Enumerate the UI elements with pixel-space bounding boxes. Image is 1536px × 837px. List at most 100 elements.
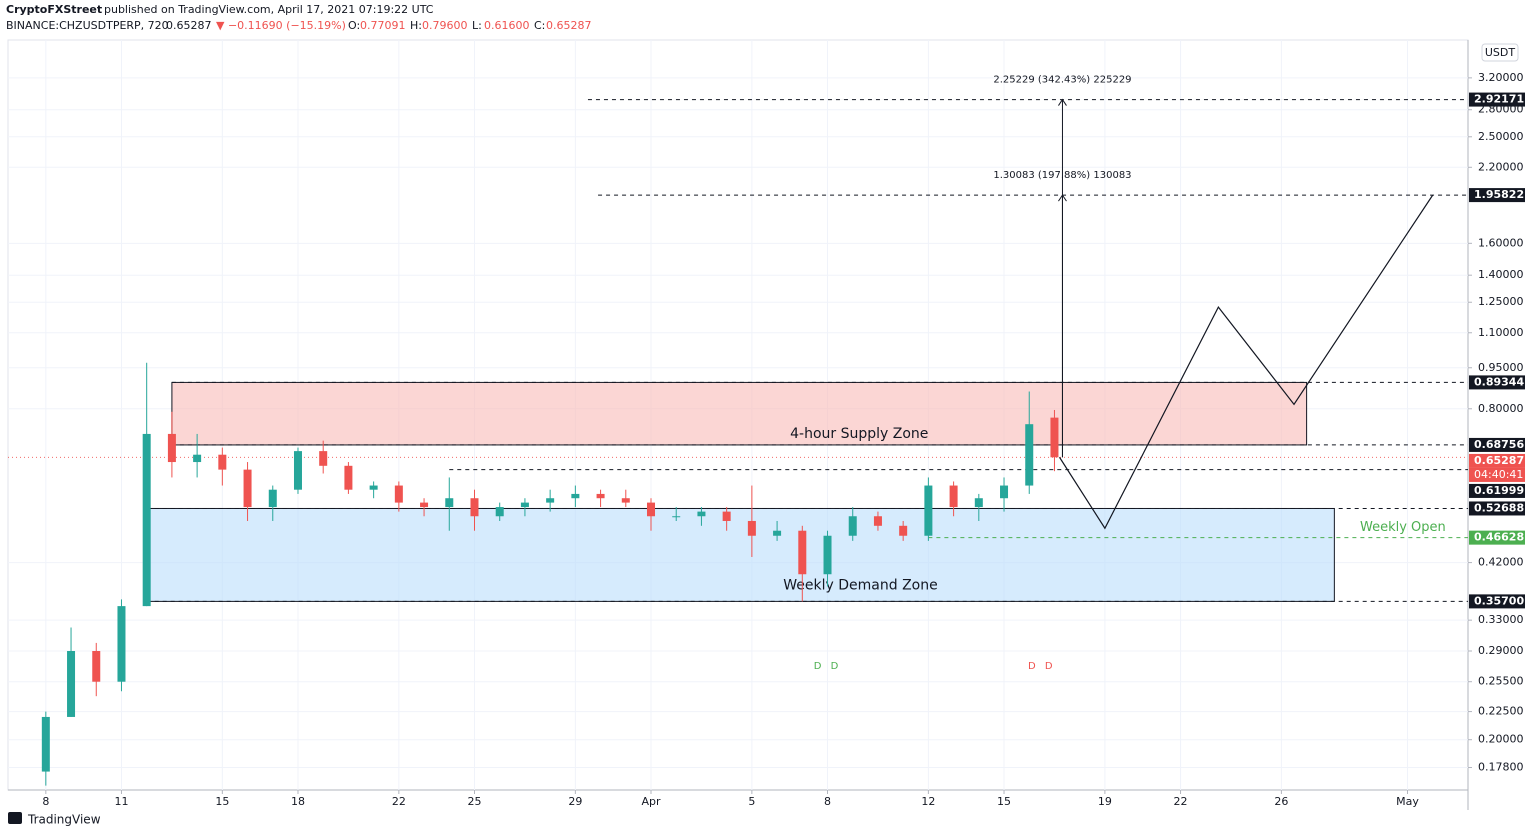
candle-body: [672, 516, 681, 518]
level-label: 1.95822: [1474, 188, 1524, 201]
candle-body: [193, 454, 202, 463]
x-tick-label: 12: [921, 795, 935, 808]
candle-body: [1050, 417, 1059, 458]
x-tick-label: 8: [42, 795, 49, 808]
candle-body: [823, 535, 832, 575]
ohlc-key: L:: [472, 19, 482, 32]
y-tick-label: 3.20000: [1478, 71, 1524, 84]
y-tick-label: 1.40000: [1478, 268, 1524, 281]
y-tick-label: 0.25500: [1478, 675, 1524, 688]
level-label-box: [1469, 453, 1525, 468]
zone: [171, 381, 1308, 446]
brand-logo: [8, 812, 22, 824]
level-label-box: [1469, 375, 1525, 390]
candle-body: [445, 498, 454, 508]
projection: [1058, 194, 1434, 530]
candle-body: [117, 606, 126, 682]
level-label: 0.61999: [1474, 484, 1524, 497]
level-label: 0.35700: [1474, 594, 1524, 607]
candle-body: [647, 502, 656, 517]
zone-label: 4-hour Supply Zone: [790, 426, 928, 442]
candle-body: [974, 498, 983, 508]
level-label-box: [1469, 188, 1525, 203]
level-label-box: [1469, 437, 1525, 452]
candle-body: [167, 433, 176, 463]
level-label-box: [1469, 483, 1525, 498]
candle-body: [571, 493, 580, 499]
level-label-box: [1469, 530, 1525, 545]
countdown: 04:40:41: [1474, 468, 1523, 481]
zone: [146, 507, 1335, 602]
candle-body: [520, 502, 529, 508]
x-tick-label: 15: [215, 795, 229, 808]
signal: D D: [814, 661, 842, 672]
candle-body: [92, 651, 101, 682]
level-label-box: [1469, 501, 1525, 516]
y-tick-label: 1.25000: [1478, 295, 1524, 308]
published: published on TradingView.com, April 17, …: [104, 3, 434, 16]
ohlc-value: 0.61600: [484, 19, 530, 32]
candle-body: [369, 485, 378, 490]
candle-body: [268, 489, 277, 508]
countdown-box: [1469, 467, 1525, 482]
candle-body: [798, 530, 807, 575]
brand: TradingView: [27, 813, 101, 827]
candle-body: [924, 485, 933, 536]
weekly-open: Weekly Open: [1360, 520, 1446, 535]
measure-arrow: [1058, 98, 1067, 106]
level-label: 0.46628: [1474, 531, 1524, 544]
ohlc-key: H:: [410, 19, 422, 32]
x-tick-label: May: [1396, 795, 1419, 808]
signal: D D: [1028, 661, 1056, 672]
candle-body: [344, 465, 353, 490]
candle-body: [546, 498, 555, 503]
candle-body: [67, 651, 76, 717]
zone-label: Weekly Demand Zone: [783, 577, 937, 593]
ohlc-value: 0.79600: [422, 19, 468, 32]
x-tick-label: 11: [114, 795, 128, 808]
candle-body: [41, 716, 50, 772]
y-tick-label: 0.17800: [1478, 761, 1524, 774]
measure-label: 2.25229 (342.43%) 225229: [993, 75, 1131, 86]
candle-body: [218, 454, 227, 470]
y-tick-label: 0.29000: [1478, 644, 1524, 657]
candle-body: [420, 502, 429, 508]
candle-body: [747, 520, 756, 536]
candle-body: [949, 485, 958, 508]
y-tick-label: 0.95000: [1478, 361, 1524, 374]
candle-body: [873, 516, 882, 526]
candle-body: [243, 469, 252, 508]
x-tick-label: 25: [467, 795, 481, 808]
level-label: 0.68756: [1474, 438, 1524, 451]
level-label: 0.52688: [1474, 501, 1524, 514]
symbol: BINANCE:CHZUSDTPERP, 720: [6, 19, 169, 32]
y-tick-label: 2.50000: [1478, 130, 1524, 143]
ohlc-key: O:: [348, 19, 360, 32]
level-label: 2.92171: [1474, 93, 1524, 106]
level-labels: 2.92171 1.95822 0.89344 0.68756 0.6528704:40…: [1469, 92, 1525, 609]
y-tick-label: 0.42000: [1478, 556, 1524, 569]
y-tick-label: 0.80000: [1478, 402, 1524, 415]
x-tick-label: 19: [1098, 795, 1112, 808]
y-tick-label: 1.10000: [1478, 326, 1524, 339]
candle-body: [773, 530, 782, 536]
y-tick-label: 0.20000: [1478, 733, 1524, 746]
x-tick-label: 15: [997, 795, 1011, 808]
candle-body: [848, 516, 857, 536]
x-tick-label: 18: [291, 795, 305, 808]
ohlc-value: 0.77091: [360, 19, 406, 32]
level-label-box: [1469, 92, 1525, 107]
candle-body: [293, 451, 302, 490]
candle-body: [1000, 485, 1009, 499]
candle-body: [697, 511, 706, 517]
change: ▼ −0.11690 (−15.19%): [216, 19, 346, 32]
y-tick-label: 1.60000: [1478, 236, 1524, 249]
x-tick-label: 22: [1174, 795, 1188, 808]
candle-body: [319, 451, 328, 466]
candle-body: [722, 511, 731, 521]
candle-body: [1025, 424, 1034, 486]
y-tick-label: 0.22500: [1478, 705, 1524, 718]
x-tick-label: 29: [568, 795, 582, 808]
x-tick-label: 22: [392, 795, 406, 808]
